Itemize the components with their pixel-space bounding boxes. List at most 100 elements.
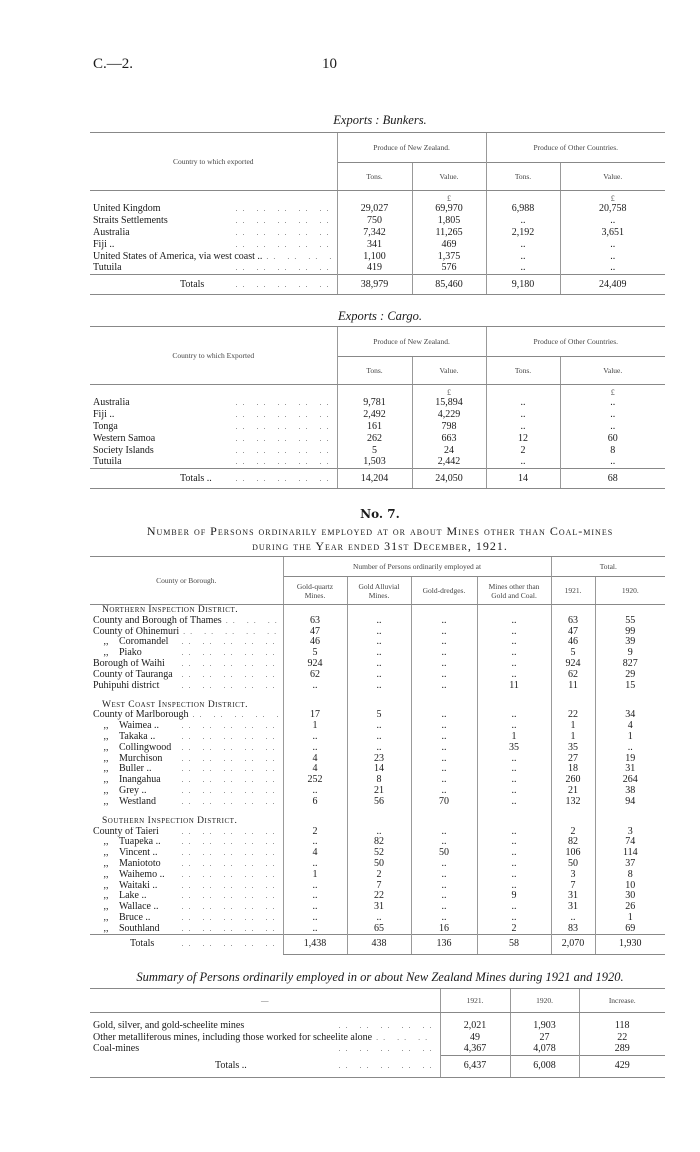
value-cell: .. bbox=[476, 785, 552, 797]
value-cell: 1,375 bbox=[411, 250, 487, 263]
county-name: Borough of Waihi .. .. .. .. .. bbox=[90, 659, 283, 670]
value-cell: .. bbox=[559, 262, 666, 275]
county-name-text: Inangahua bbox=[119, 775, 161, 786]
country-name-text: Australia bbox=[93, 227, 130, 238]
country-name: Society Islands .. .. .. .. .. bbox=[90, 445, 337, 457]
name-wrapper: Australia .. .. .. .. .. bbox=[93, 228, 334, 238]
blank bbox=[476, 691, 552, 700]
dot-leader: .. .. .. .. .. bbox=[181, 880, 280, 890]
value-cell: 5 bbox=[336, 444, 412, 457]
value-cell: .. bbox=[410, 680, 477, 692]
value-cell: .. bbox=[282, 891, 347, 902]
table-caption-line2: during the Year ended 31st December, 192… bbox=[252, 539, 508, 553]
value-cell: 50 bbox=[346, 858, 411, 870]
table-row: United States of America, via west coast… bbox=[90, 250, 666, 263]
country-name: United States of America, via west coast… bbox=[90, 251, 337, 263]
blank bbox=[282, 691, 347, 700]
table-row: ,, Piako.. .. .. .. .. 5...... 5 9 bbox=[90, 647, 666, 659]
bunkers-title: Exports : Bunkers. bbox=[333, 113, 427, 127]
report-reference: C.—2. bbox=[93, 56, 134, 72]
value-cell: .. bbox=[410, 626, 477, 638]
county-name: ,, Vincent .. .. .. .. .. .. bbox=[90, 848, 283, 859]
district-header-row: West Coast Inspection District. bbox=[90, 699, 666, 711]
currency-unit: £ bbox=[559, 384, 666, 397]
county-name: ,, Maniototo .. .. .. .. .. bbox=[90, 859, 283, 870]
total-value: 6,008 bbox=[509, 1054, 579, 1078]
value-cell: 9 bbox=[594, 647, 666, 659]
ditto-mark: ,, bbox=[103, 732, 109, 743]
dot-leader: .. .. .. .. .. bbox=[235, 421, 334, 431]
blank bbox=[509, 1012, 579, 1021]
value-cell: .. bbox=[476, 637, 552, 648]
value-cell: 83 bbox=[550, 923, 596, 935]
dot-leader: .. .. .. .. .. bbox=[181, 637, 280, 647]
country-name-text: Fiji .. bbox=[93, 239, 115, 250]
value-cell: 4 bbox=[282, 753, 347, 765]
column-group-nz: Produce of New Zealand. bbox=[336, 132, 487, 163]
dot-leader: .. .. .. .. .. bbox=[183, 626, 280, 636]
dot-leader: .. .. .. .. .. bbox=[181, 859, 280, 869]
value-cell: 26 bbox=[594, 901, 666, 913]
value-cell: .. bbox=[410, 647, 477, 659]
column-header: Gold-dredges. bbox=[410, 576, 477, 605]
dot-leader: .. .. .. .. .. bbox=[338, 1021, 437, 1031]
district-heading: Northern Inspection District. bbox=[102, 605, 239, 616]
blank bbox=[485, 384, 561, 397]
total-value: 24,409 bbox=[559, 274, 666, 295]
table-row: ,, Waitaki .... .. .. .. .... 7.... 7 10 bbox=[90, 880, 666, 892]
county-name: ,, Grey .. .. .. .. .. .. bbox=[90, 786, 283, 797]
value-cell: 18 bbox=[550, 764, 596, 775]
blank bbox=[282, 807, 347, 816]
dot-leader: .. .. .. .. .. bbox=[181, 913, 280, 923]
dot-leader: .. .. .. .. .. bbox=[235, 279, 334, 289]
subheader-row: Tons. Value. Tons. Value. bbox=[90, 356, 666, 385]
value-cell: .. bbox=[476, 869, 552, 881]
value-cell: .. bbox=[346, 826, 411, 838]
value-cell: 260 bbox=[550, 774, 596, 786]
value-cell: 31 bbox=[594, 764, 666, 775]
table-row: ,, Buller .... .. .. .. .. 4 14.... 18 31 bbox=[90, 764, 666, 775]
value-cell: 5 bbox=[282, 647, 347, 659]
value-cell: 69,970 bbox=[411, 202, 487, 215]
blank bbox=[550, 699, 596, 711]
name-wrapper: Tonga .. .. .. .. .. bbox=[93, 422, 334, 432]
value-cell: 94 bbox=[594, 796, 666, 808]
value-cell: 1 bbox=[282, 869, 347, 881]
name-wrapper: ,, Murchison .. .. .. .. .. bbox=[93, 754, 280, 764]
table-row: ,, Westland .. .. .. .. .. 6 56 70.. 132 94 bbox=[90, 796, 666, 808]
blank bbox=[346, 604, 411, 616]
country-name: Straits Settlements .. .. .. .. .. bbox=[90, 215, 337, 227]
country-name-text: Tutuila bbox=[93, 263, 122, 274]
total-value: 136 bbox=[410, 933, 477, 955]
column-header-blank: — bbox=[90, 988, 440, 1013]
value-cell: 1 bbox=[550, 731, 596, 743]
total-value: 9,180 bbox=[485, 274, 561, 295]
value-cell: 2 bbox=[346, 869, 411, 881]
dot-leader: .. .. .. .. .. bbox=[181, 837, 280, 847]
value-cell: 5 bbox=[346, 710, 411, 721]
name-wrapper: ,, Coromandel .. .. .. .. .. bbox=[93, 637, 280, 647]
value-cell: 47 bbox=[282, 626, 347, 638]
country-name: Australia .. .. .. .. .. bbox=[90, 397, 337, 409]
dot-leader: .. .. .. .. .. bbox=[181, 902, 280, 912]
value-cell: .. bbox=[485, 396, 561, 409]
ditto-mark: ,, bbox=[103, 859, 109, 870]
dot-leader: .. .. .. .. .. bbox=[376, 1032, 436, 1042]
value-cell: 341 bbox=[336, 238, 412, 251]
county-name: ,, Bruce .. .. .. .. .. .. bbox=[90, 913, 283, 924]
dot-leader: .. .. .. .. .. bbox=[225, 615, 280, 625]
county-name: ,, Wallace .. .. .. .. .. .. bbox=[90, 902, 283, 913]
value-cell: .. bbox=[410, 880, 477, 892]
county-name: ,, Waitaki .. .. .. .. .. .. bbox=[90, 880, 283, 891]
name-wrapper: Tutuila .. .. .. .. .. bbox=[93, 263, 334, 273]
country-name-text: United States of America, via west coast… bbox=[93, 251, 263, 262]
header-row: Country to which Exported Produce of New … bbox=[90, 326, 666, 385]
blank bbox=[346, 807, 411, 816]
country-name: Tutuila .. .. .. .. .. bbox=[90, 263, 337, 275]
blank bbox=[90, 1013, 440, 1021]
value-cell: .. bbox=[346, 720, 411, 732]
value-cell: 7,342 bbox=[336, 226, 412, 239]
table-row: ,, Tuapeka .... .. .. .. .... 82.... 82 74 bbox=[90, 837, 666, 848]
totals-row: Totals .. .. .. .. .. 1,438 438 136 58 2,070 1,… bbox=[90, 933, 666, 955]
value-cell: .. bbox=[485, 250, 561, 263]
